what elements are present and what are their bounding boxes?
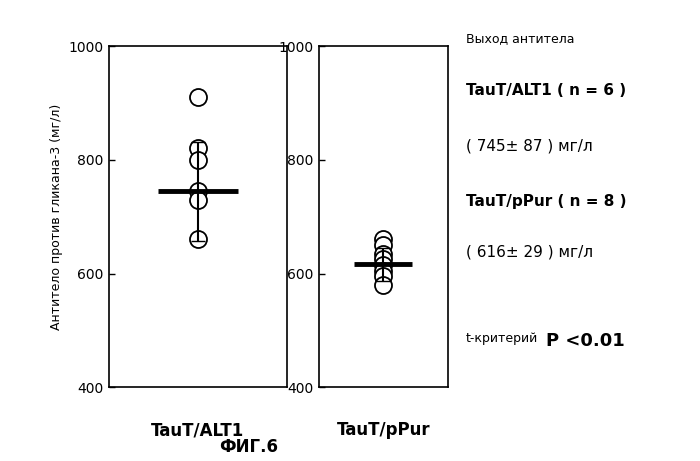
Point xyxy=(378,250,389,257)
Text: ( 745± 87 ) мг/л: ( 745± 87 ) мг/л xyxy=(466,138,592,154)
Text: ФИГ.6: ФИГ.6 xyxy=(219,438,278,456)
Text: TauT/pPur ( n = 8 ): TauT/pPur ( n = 8 ) xyxy=(466,194,626,209)
Text: TauT/pPur: TauT/pPur xyxy=(337,421,430,439)
Text: TauT/ALT1: TauT/ALT1 xyxy=(151,421,244,439)
Text: Выход антитела: Выход антитела xyxy=(466,32,574,45)
Point xyxy=(378,261,389,269)
Point xyxy=(192,188,203,195)
Point xyxy=(378,273,389,280)
Point xyxy=(378,242,389,249)
Text: TauT/ALT1 ( n = 6 ): TauT/ALT1 ( n = 6 ) xyxy=(466,83,626,98)
Point xyxy=(192,156,203,164)
Point xyxy=(192,145,203,152)
Point xyxy=(192,196,203,203)
Point xyxy=(378,281,389,289)
Y-axis label: Антитело против гликана-3 (мг/л): Антитело против гликана-3 (мг/л) xyxy=(50,104,63,330)
Text: t-критерий: t-критерий xyxy=(466,332,538,345)
Point xyxy=(378,236,389,243)
Point xyxy=(192,236,203,243)
Point xyxy=(378,267,389,274)
Point xyxy=(192,94,203,101)
Text: P <0.01: P <0.01 xyxy=(546,332,624,350)
Text: ( 616± 29 ) мг/л: ( 616± 29 ) мг/л xyxy=(466,244,593,260)
Point xyxy=(378,255,389,263)
